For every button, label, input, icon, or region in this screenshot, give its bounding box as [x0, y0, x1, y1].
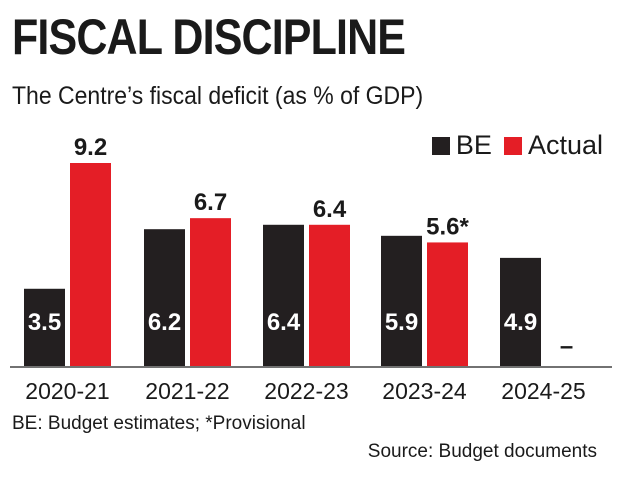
- bar-actual-2023-24: [427, 242, 468, 366]
- legend-label-actual: Actual: [527, 130, 603, 160]
- legend-label-be: BE: [455, 130, 492, 160]
- footnote: BE: Budget estimates; *Provisional: [12, 413, 306, 434]
- bar-be-2024-25: [500, 257, 541, 366]
- legend-swatch-actual: [503, 136, 522, 155]
- x-tick-label-2020-21: 2020-21: [25, 378, 109, 404]
- bar-label-be-2022-23: 6.4: [267, 309, 301, 336]
- bar-label-be-2023-24: 5.9: [385, 309, 418, 336]
- bar-be-2021-22: [144, 229, 185, 366]
- bar-be-2023-24: [381, 235, 422, 366]
- x-tick-label-2022-23: 2022-23: [264, 378, 348, 404]
- bar-be-2022-23: [263, 224, 304, 366]
- bar-label-actual-2021-22: 6.7: [194, 189, 227, 216]
- chart-subtitle: The Centre’s fiscal deficit (as % of GDP…: [12, 82, 424, 110]
- chart-title: FISCAL DISCIPLINE: [12, 9, 406, 65]
- bar-label-actual-2020-21: 9.2: [74, 134, 107, 161]
- legend-swatch-be: [431, 136, 450, 155]
- x-tick-label-2023-24: 2023-24: [382, 378, 467, 404]
- bar-label-be-2021-22: 6.2: [148, 309, 181, 336]
- x-tick-label-2021-22: 2021-22: [145, 378, 229, 404]
- source-note: Source: Budget documents: [367, 441, 597, 462]
- bar-label-be-2024-25: 4.9: [504, 309, 537, 336]
- bar-label-actual-2023-24: 5.6*: [426, 213, 469, 240]
- legend-item-actual: Actual: [503, 130, 603, 161]
- legend-item-be: BE: [431, 130, 492, 161]
- bar-actual-2022-23: [309, 224, 350, 366]
- bar-label-be-2020-21: 3.5: [28, 309, 61, 336]
- x-tick-label-2024-25: 2024-25: [501, 378, 585, 404]
- bar-be-2020-21: [24, 288, 65, 366]
- bar-label-actual-2024-25: –: [560, 333, 573, 360]
- bar-actual-2021-22: [190, 218, 231, 366]
- bar-label-actual-2022-23: 6.4: [313, 196, 347, 223]
- bar-actual-2020-21: [70, 163, 111, 366]
- legend: BE Actual: [420, 130, 603, 161]
